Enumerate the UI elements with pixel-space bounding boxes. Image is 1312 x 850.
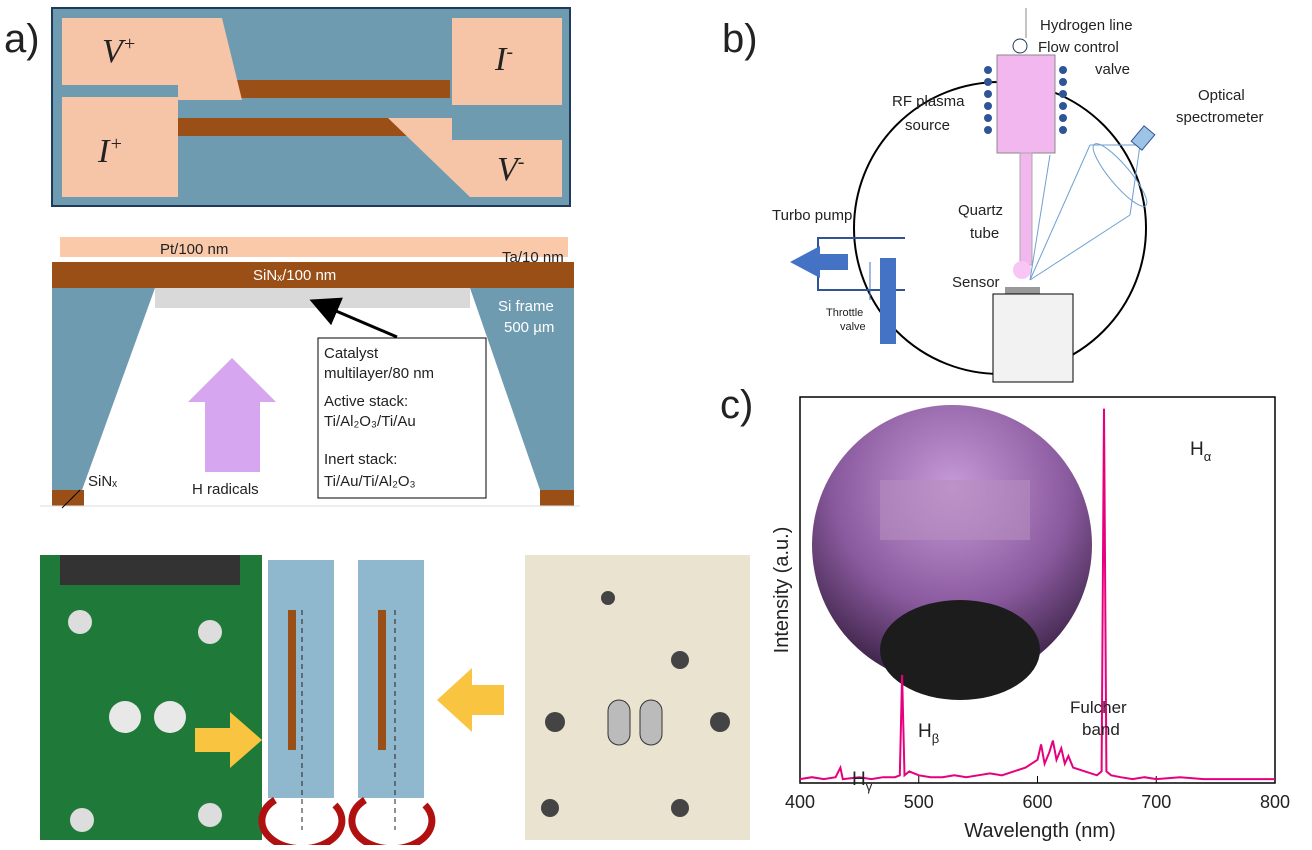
label: Throttle [826, 307, 863, 319]
annotation: Fulcher [1070, 698, 1127, 717]
rf-source [997, 55, 1055, 153]
pad-sup: + [109, 133, 123, 155]
label: Sensor [952, 274, 1000, 291]
label: source [905, 117, 950, 134]
label: valve [840, 321, 866, 333]
layer-label: SiNₓ/100 nm [253, 267, 336, 284]
label: valve [1095, 61, 1130, 78]
panel-label: c) [720, 383, 753, 427]
callout-line: Inert stack: [324, 451, 397, 468]
annotation-sub: γ [866, 779, 873, 794]
spectrometer [1131, 126, 1155, 150]
h-radical-arrow [188, 358, 276, 472]
annotation-sub: α [1204, 449, 1212, 464]
layer-label: Ta/10 nm [502, 249, 564, 266]
label: Hydrogen line [1040, 17, 1133, 34]
chip-photo [358, 560, 424, 798]
valve-symbol [1013, 39, 1027, 53]
callout-line: Catalyst [324, 345, 379, 362]
panel-a: a) V+ I- I+ V- Pt/100 nm Ta/10 nm SiNₓ/1… [4, 8, 750, 845]
panel-c: c) Wavelength (nm) Intensity (a.u.) 400 5… [720, 383, 1290, 842]
hole [68, 610, 92, 634]
callout-line: Ti/Au/Ti/Al₂O₃ [324, 473, 416, 490]
label: tube [970, 225, 999, 242]
inset-photo-detail [880, 600, 1040, 700]
pcb-photo [40, 555, 262, 840]
panel-label: a) [4, 17, 40, 61]
pad-sup: - [506, 41, 513, 63]
annotation-main: H [1190, 439, 1204, 460]
x-tick-label: 600 [1022, 792, 1052, 812]
layer-label: Pt/100 nm [160, 241, 228, 258]
label: Flow control [1038, 39, 1119, 56]
sensor-stage [993, 294, 1073, 382]
pad-sup: - [518, 151, 525, 173]
rotate-arrow [262, 800, 342, 845]
x-axis-label: Wavelength (nm) [964, 820, 1116, 842]
panel-label: b) [722, 17, 758, 61]
annotation: band [1082, 720, 1120, 739]
hole [198, 620, 222, 644]
holder-photo [525, 555, 750, 840]
rotate-arrow [352, 800, 432, 845]
annotation-main: H [918, 721, 932, 742]
callout-line: Active stack: [324, 393, 408, 410]
inset-photo-detail [880, 480, 1030, 540]
si-frame [52, 288, 155, 490]
plasma-glow [1013, 261, 1031, 279]
annotation-main: H [852, 769, 866, 790]
quartz-tube [1020, 153, 1032, 265]
sinx-bottom [540, 490, 574, 506]
callout-line: multilayer/80 nm [324, 365, 434, 382]
label: Turbo pump [772, 207, 852, 224]
layer-label: Si frame [498, 298, 554, 315]
sinx-bottom [52, 490, 84, 506]
label: spectrometer [1176, 109, 1264, 126]
x-tick-label: 700 [1141, 792, 1171, 812]
annotation: Hα [1190, 439, 1212, 464]
throttle-valve [880, 258, 896, 344]
connector [60, 555, 240, 585]
chip-strip [288, 610, 296, 750]
x-tick-label: 500 [904, 792, 934, 812]
label: Optical [1198, 87, 1245, 104]
layer-label: 500 µm [504, 319, 554, 336]
label: Quartz [958, 202, 1003, 219]
annotation: Hβ [918, 721, 939, 746]
hole [198, 803, 222, 827]
slot [640, 700, 662, 745]
pt-layer [60, 237, 568, 257]
sensor-plate [1005, 287, 1040, 294]
hole [70, 808, 94, 832]
sensor-site [109, 701, 141, 733]
sensor-site [154, 701, 186, 733]
slot [608, 700, 630, 745]
layer-label: SiNₓ [88, 473, 117, 490]
chip-photo [268, 560, 334, 798]
annotation-sub: β [932, 731, 939, 746]
chip-strip [378, 610, 386, 750]
yellow-arrow [437, 668, 504, 732]
pump-arrow [790, 246, 848, 278]
arrow-label: H radicals [192, 481, 259, 498]
label: RF plasma [892, 93, 965, 110]
x-tick-label: 400 [785, 792, 815, 812]
pad-sup: + [123, 33, 137, 55]
page: a) V+ I- I+ V- Pt/100 nm Ta/10 nm SiNₓ/1… [0, 0, 1312, 850]
catalyst-layer [155, 288, 470, 308]
annotation: Hγ [852, 769, 873, 794]
y-axis-label: Intensity (a.u.) [771, 527, 793, 654]
x-tick-label: 800 [1260, 792, 1290, 812]
panel-b: b) Hydrogen line Flow control valve RF p… [722, 8, 1264, 382]
figure: a) V+ I- I+ V- Pt/100 nm Ta/10 nm SiNₓ/1… [0, 0, 1312, 845]
callout-line: Ti/Al₂O₃/Ti/Au [324, 413, 416, 430]
